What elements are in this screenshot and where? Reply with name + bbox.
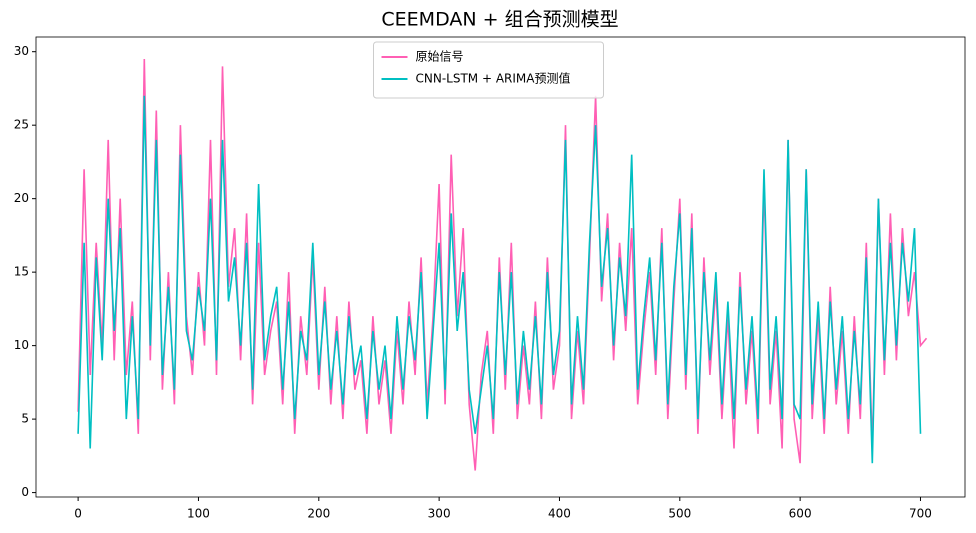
y-tick-label: 25 xyxy=(14,118,29,132)
y-tick-label: 10 xyxy=(14,338,29,352)
chart-title: CEEMDAN + 组合预测模型 xyxy=(381,9,618,31)
data-line xyxy=(77,58,928,471)
legend-box xyxy=(373,41,604,99)
y-tick-label: 5 xyxy=(21,412,29,426)
plot-frame xyxy=(35,36,966,498)
legend-label: 原始信号 xyxy=(416,50,464,64)
legend-label: CNN-LSTM + ARIMA预测值 xyxy=(416,71,571,86)
x-tick-label: 100 xyxy=(187,507,210,521)
x-tick-label: 700 xyxy=(909,507,932,521)
plot-area xyxy=(77,58,928,471)
x-tick-label: 200 xyxy=(307,507,330,521)
x-tick-label: 400 xyxy=(548,507,571,521)
y-tick-label: 20 xyxy=(14,191,29,205)
y-tick-label: 15 xyxy=(14,265,29,279)
x-tick-label: 500 xyxy=(668,507,691,521)
y-tick-label: 30 xyxy=(14,44,29,58)
x-tick-label: 600 xyxy=(789,507,812,521)
y-tick-label: 0 xyxy=(21,485,29,499)
data-line xyxy=(77,95,922,464)
x-tick-label: 0 xyxy=(74,507,82,521)
x-tick-label: 300 xyxy=(428,507,451,521)
